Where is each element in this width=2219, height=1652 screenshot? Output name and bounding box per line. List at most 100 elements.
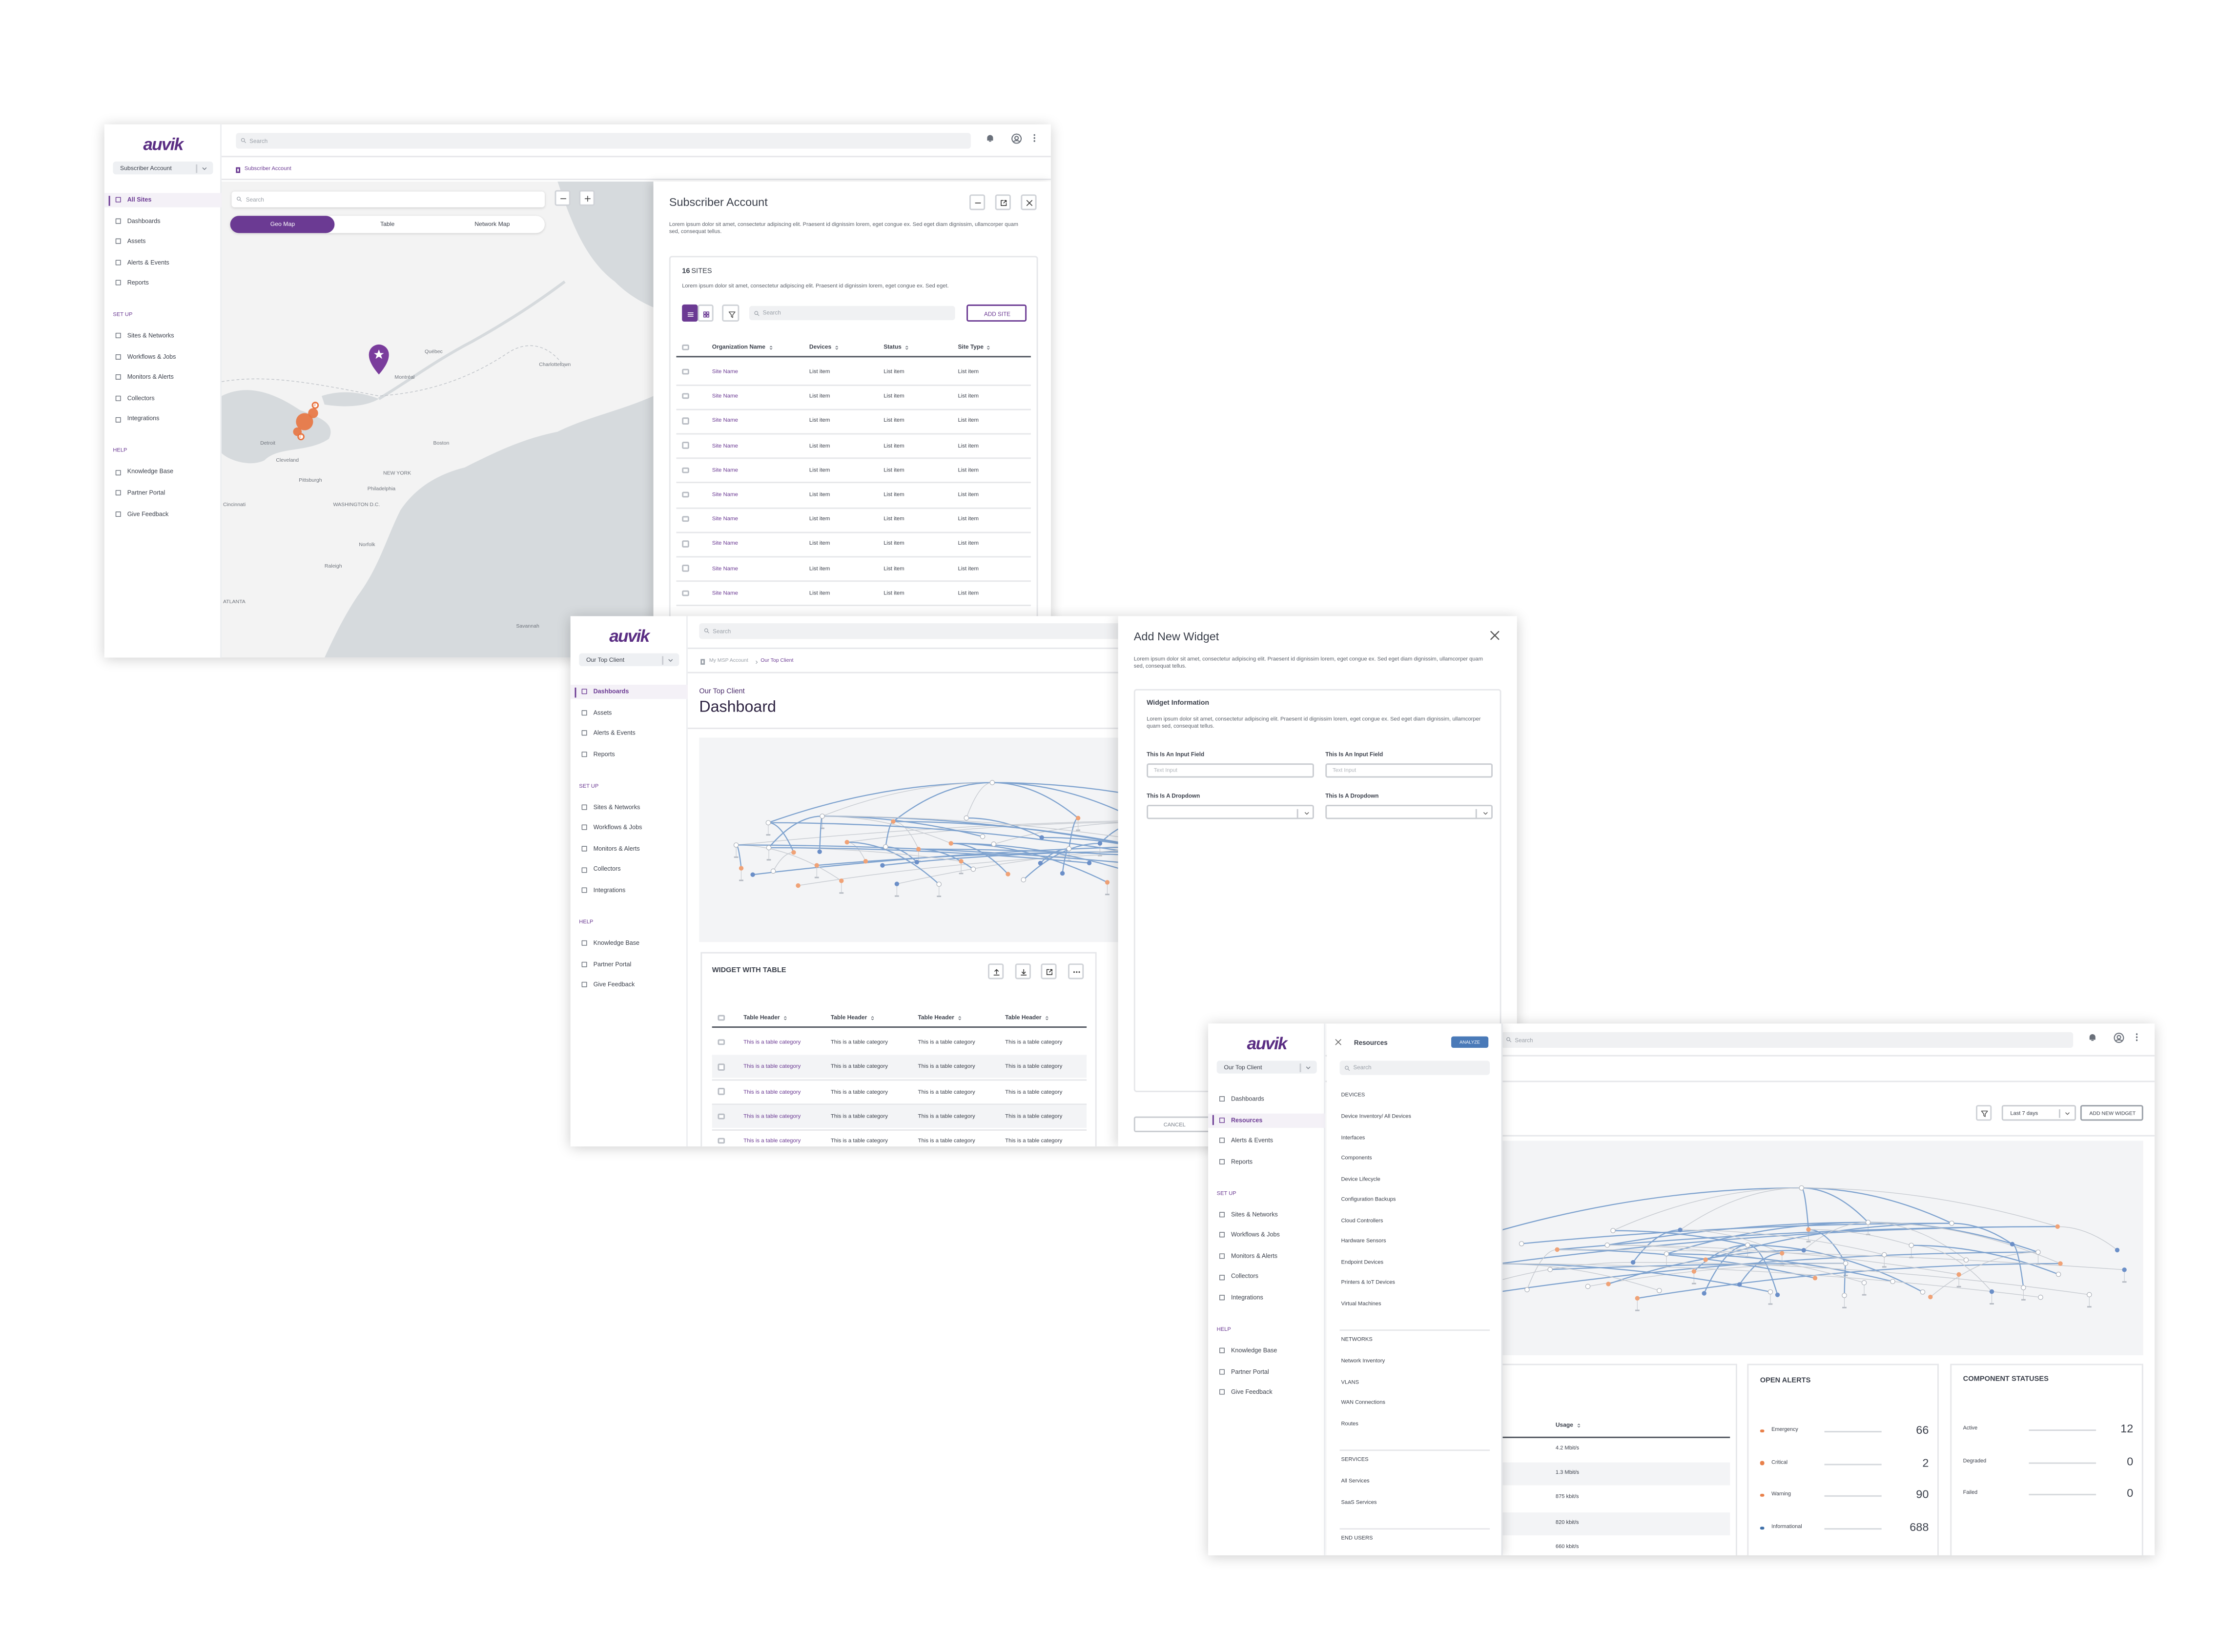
column-header[interactable]: Table Header <box>918 1014 963 1020</box>
column-header[interactable]: Table Header <box>831 1014 876 1020</box>
column-header[interactable]: Site Type <box>958 343 992 350</box>
add-site-button[interactable]: ADD SITE <box>966 304 1027 322</box>
checkbox[interactable] <box>682 393 689 400</box>
account-select[interactable]: Our Top Client <box>1216 1061 1317 1074</box>
view-tab[interactable]: Network Map <box>440 216 545 233</box>
column-header[interactable]: Table Header <box>743 1014 788 1020</box>
filter-button[interactable] <box>722 304 740 322</box>
nav-item[interactable]: Workflows & Jobs <box>571 821 688 835</box>
text-input[interactable]: Text Input <box>1147 763 1314 778</box>
date-range-select[interactable]: Last 7 days <box>2001 1105 2076 1121</box>
menu-item[interactable]: Hardware Sensors <box>1338 1235 1491 1249</box>
column-header[interactable]: Table Header <box>1005 1014 1050 1020</box>
menu-item[interactable]: Virtual Machines <box>1338 1297 1491 1311</box>
search-box[interactable]: Search <box>699 623 1129 639</box>
column-header[interactable]: Devices <box>809 343 840 350</box>
nav-item[interactable]: Collectors <box>1208 1270 1325 1284</box>
nav-item[interactable]: Resources <box>1208 1113 1326 1127</box>
nav-item[interactable]: Knowledge Base <box>1208 1344 1325 1358</box>
checkbox[interactable] <box>682 344 689 351</box>
widget-action[interactable] <box>1067 963 1083 979</box>
checkbox[interactable] <box>682 516 689 523</box>
checkbox[interactable] <box>718 1113 724 1120</box>
zoom-in[interactable] <box>579 190 595 206</box>
checkbox[interactable] <box>682 565 689 572</box>
add-widget-button[interactable]: ADD NEW WIDGET <box>2080 1105 2143 1121</box>
nav-item[interactable]: Reports <box>571 747 688 761</box>
view-tab[interactable]: Table <box>335 216 440 233</box>
column-header[interactable]: Usage <box>1556 1421 1582 1428</box>
account-select[interactable]: Our Top Client <box>579 653 679 666</box>
popout-button[interactable] <box>995 194 1011 210</box>
menu-item[interactable]: Device Lifecycle <box>1338 1173 1491 1187</box>
checkbox[interactable] <box>682 590 689 596</box>
zoom-out[interactable] <box>555 190 571 206</box>
menu-item[interactable]: Configuration Backups <box>1338 1194 1491 1208</box>
nav-item[interactable]: Workflows & Jobs <box>1208 1228 1325 1242</box>
close-button[interactable] <box>1021 194 1037 210</box>
account-select[interactable]: Subscriber Account <box>113 161 213 175</box>
menu-item[interactable]: Cloud Controllers <box>1338 1214 1491 1228</box>
widget-action[interactable] <box>1014 963 1030 979</box>
checkbox[interactable] <box>682 368 689 375</box>
nav-item[interactable]: Monitors & Alerts <box>571 841 688 856</box>
nav-item[interactable]: Collectors <box>571 862 688 877</box>
nav-item[interactable]: Workflows & Jobs <box>104 349 222 364</box>
nav-item[interactable]: Monitors & Alerts <box>1208 1249 1325 1263</box>
nav-item[interactable]: Give Feedback <box>1208 1386 1325 1400</box>
menu-item[interactable]: Routes <box>1338 1417 1491 1431</box>
minimize-button[interactable] <box>969 194 986 210</box>
nav-item[interactable]: Alerts & Events <box>104 255 222 269</box>
nav-item[interactable]: Dashboards <box>104 214 222 228</box>
nav-item[interactable]: Partner Portal <box>571 957 688 971</box>
nav-item[interactable]: Give Feedback <box>104 507 222 521</box>
checkbox[interactable] <box>718 1088 724 1095</box>
checkbox[interactable] <box>682 491 689 498</box>
search-box[interactable]: Search <box>236 133 971 149</box>
search-box[interactable]: Search <box>1339 1061 1490 1075</box>
menu-item[interactable]: SaaS Services <box>1338 1496 1491 1510</box>
map-search[interactable]: Search <box>231 191 545 207</box>
search-box[interactable]: Search <box>1501 1032 2074 1048</box>
widget-action[interactable] <box>1041 963 1057 979</box>
menu-item[interactable]: Printers & IoT Devices <box>1338 1277 1491 1291</box>
nav-item[interactable]: Integrations <box>571 883 688 897</box>
column-header[interactable]: Organization Name <box>712 343 774 350</box>
nav-item[interactable]: Reports <box>104 276 222 290</box>
text-input[interactable]: Text Input <box>1325 763 1493 778</box>
filter-button[interactable] <box>1976 1105 1992 1121</box>
nav-item[interactable]: All Sites <box>104 193 222 207</box>
nav-item[interactable]: Sites & Networks <box>571 800 688 814</box>
nav-item[interactable]: Reports <box>1208 1154 1325 1168</box>
nav-item[interactable]: Knowledge Base <box>571 936 688 950</box>
menu-item[interactable]: Device Inventory/ All Devices <box>1338 1111 1491 1125</box>
menu-item[interactable]: VLANS <box>1338 1376 1491 1390</box>
menu-item[interactable]: All Services <box>1338 1475 1491 1489</box>
nav-item[interactable]: Dashboards <box>570 685 688 699</box>
nav-item[interactable]: Collectors <box>104 391 222 406</box>
checkbox[interactable] <box>718 1014 724 1021</box>
nav-item[interactable]: Assets <box>104 234 222 248</box>
nav-item[interactable]: Integrations <box>104 412 222 427</box>
cancel-button[interactable]: CANCEL <box>1133 1116 1214 1132</box>
menu-item[interactable]: WAN Connections <box>1338 1397 1491 1411</box>
nav-item[interactable]: Monitors & Alerts <box>104 370 222 385</box>
nav-item[interactable]: Integrations <box>1208 1291 1325 1305</box>
search-box[interactable]: Search <box>749 306 955 321</box>
menu-item[interactable]: Network Inventory <box>1338 1355 1491 1369</box>
checkbox[interactable] <box>718 1138 724 1144</box>
menu-item[interactable]: Interfaces <box>1338 1131 1491 1145</box>
checkbox[interactable] <box>718 1063 724 1070</box>
nav-item[interactable]: Assets <box>571 706 688 720</box>
grid-view-button[interactable] <box>698 304 714 322</box>
checkbox[interactable] <box>682 417 689 425</box>
nav-item[interactable]: Alerts & Events <box>1208 1134 1325 1148</box>
menu-item[interactable]: Endpoint Devices <box>1338 1256 1491 1270</box>
menu-item[interactable]: Components <box>1338 1152 1491 1166</box>
checkbox[interactable] <box>718 1039 724 1046</box>
nav-item[interactable]: Dashboards <box>1208 1092 1325 1106</box>
dropdown[interactable] <box>1147 805 1314 819</box>
column-header[interactable]: Status <box>883 343 910 350</box>
analyze-button[interactable]: ANALYZE <box>1451 1036 1489 1048</box>
widget-action[interactable] <box>988 963 1004 979</box>
